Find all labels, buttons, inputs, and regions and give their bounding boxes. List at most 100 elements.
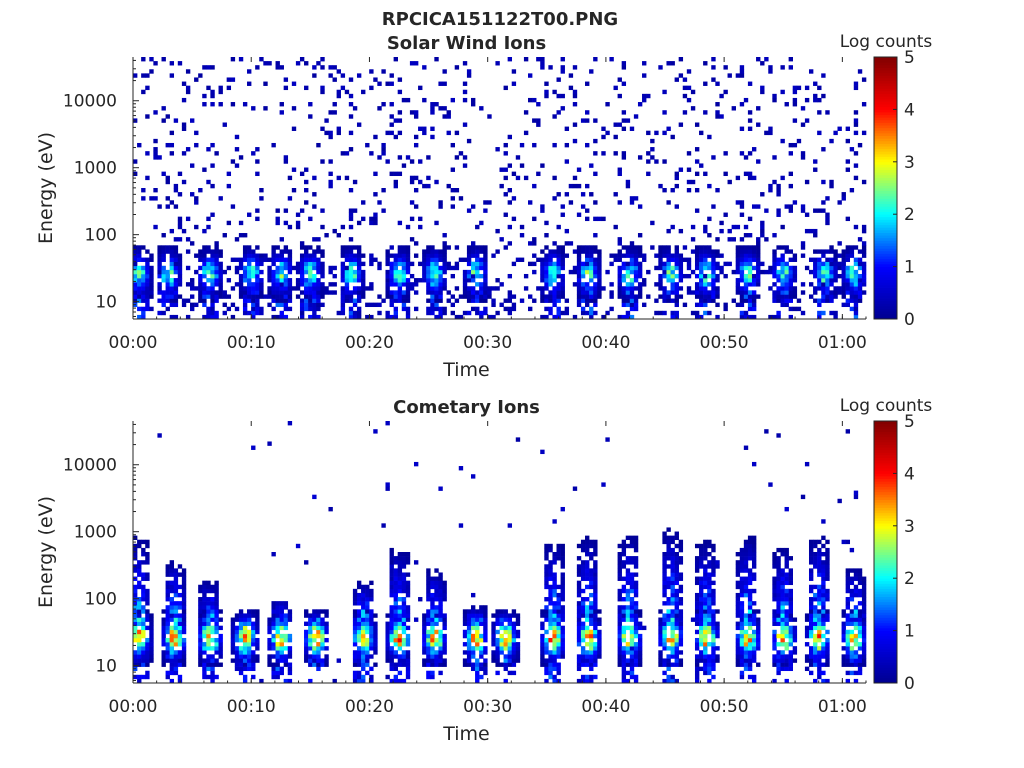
heatmap-cell xyxy=(255,171,260,177)
heatmap-cell xyxy=(813,257,818,262)
heatmap-cell xyxy=(251,625,256,631)
heatmap-cell xyxy=(271,282,276,287)
heatmap-cell xyxy=(756,294,761,299)
heatmap-cell xyxy=(181,625,187,631)
heatmap-cell xyxy=(589,543,594,549)
heatmap-cell xyxy=(173,298,179,303)
heatmap-cell xyxy=(251,633,256,639)
heatmap-cell xyxy=(312,613,317,618)
heatmap-cell xyxy=(780,650,785,655)
heatmap-cell xyxy=(304,629,309,635)
heatmap-cell xyxy=(572,175,578,181)
heatmap-cell xyxy=(304,302,309,308)
heatmap-cell xyxy=(287,666,293,672)
heatmap-cell xyxy=(462,633,468,639)
heatmap-cell xyxy=(804,617,810,622)
heatmap-cell xyxy=(593,560,598,565)
heatmap-cell xyxy=(784,597,789,602)
colorbar-segment xyxy=(874,193,897,197)
heatmap-cell xyxy=(299,273,305,279)
heatmap-cell xyxy=(589,568,594,573)
heatmap-cell xyxy=(218,637,223,643)
heatmap-cell xyxy=(552,114,557,119)
heatmap-cell xyxy=(503,629,508,635)
heatmap-cell xyxy=(218,265,223,271)
heatmap-cell xyxy=(177,605,183,610)
heatmap-cell xyxy=(275,294,280,299)
heatmap-cell xyxy=(625,302,631,308)
heatmap-cell xyxy=(756,253,761,258)
heatmap-cell xyxy=(585,629,590,635)
heatmap-cell xyxy=(747,658,753,663)
heatmap-cell xyxy=(238,629,244,635)
heatmap-cell xyxy=(348,314,354,320)
heatmap-cell xyxy=(401,613,407,618)
heatmap-cell xyxy=(401,658,407,663)
heatmap-cell xyxy=(242,257,248,262)
heatmap-cell xyxy=(169,637,175,643)
heatmap-cell xyxy=(434,282,439,287)
heatmap-cell xyxy=(776,613,781,618)
heatmap-cell xyxy=(625,658,631,663)
heatmap-cell xyxy=(450,310,455,316)
heatmap-cell xyxy=(161,658,166,663)
heatmap-cell xyxy=(287,249,293,254)
heatmap-cell xyxy=(283,601,289,606)
heatmap-cell xyxy=(279,314,284,320)
heatmap-cell xyxy=(251,249,256,254)
heatmap-cell xyxy=(845,298,851,303)
heatmap-cell xyxy=(202,670,207,676)
heatmap-cell xyxy=(470,662,476,667)
heatmap-cell xyxy=(483,253,488,258)
heatmap-cell xyxy=(133,592,138,598)
heatmap-cell xyxy=(837,126,842,131)
heatmap-cell xyxy=(707,629,712,635)
heatmap-cell xyxy=(165,269,170,275)
heatmap-cell xyxy=(580,674,586,680)
colorbar-segment xyxy=(874,64,897,68)
heatmap-cell xyxy=(356,646,362,651)
heatmap-cell xyxy=(304,621,309,626)
heatmap-cell xyxy=(348,188,354,193)
heatmap-cell xyxy=(295,265,301,271)
heatmap-cell xyxy=(308,282,313,287)
heatmap-cell xyxy=(548,662,553,667)
heatmap-cell xyxy=(275,286,280,291)
heatmap-cell xyxy=(185,298,191,303)
heatmap-cell xyxy=(251,265,256,271)
heatmap-cell xyxy=(442,261,447,267)
heatmap-cell xyxy=(703,224,708,230)
heatmap-cell xyxy=(625,556,631,561)
heatmap-cell xyxy=(670,621,675,626)
heatmap-cell xyxy=(365,286,370,291)
heatmap-cell xyxy=(279,633,284,639)
heatmap-cell xyxy=(434,597,439,602)
heatmap-cell xyxy=(145,556,150,561)
heatmap-cell xyxy=(470,646,476,651)
heatmap-cell xyxy=(238,637,244,643)
heatmap-cell xyxy=(141,650,146,655)
heatmap-cell xyxy=(177,257,183,262)
heatmap-cell xyxy=(666,564,671,569)
heatmap-cell xyxy=(308,621,313,626)
heatmap-cell xyxy=(556,265,561,271)
heatmap-cell xyxy=(633,556,639,561)
heatmap-cell xyxy=(169,633,175,639)
heatmap-cell xyxy=(662,625,667,631)
heatmap-cell xyxy=(780,613,785,618)
colorbar-segment xyxy=(874,182,897,186)
heatmap-cell xyxy=(633,196,639,201)
heatmap-cell xyxy=(593,298,598,303)
heatmap-cell xyxy=(352,257,358,262)
heatmap-cell xyxy=(442,637,447,643)
heatmap-cell xyxy=(788,265,793,271)
heatmap-cell xyxy=(405,617,411,622)
heatmap-cell xyxy=(666,257,671,262)
heatmap-cell xyxy=(658,294,663,299)
heatmap-cell xyxy=(255,290,260,295)
heatmap-cell xyxy=(808,228,814,234)
heatmap-cell xyxy=(230,286,236,291)
heatmap-cell xyxy=(776,183,781,189)
heatmap-cell xyxy=(312,314,317,320)
heatmap-cell xyxy=(784,560,789,565)
